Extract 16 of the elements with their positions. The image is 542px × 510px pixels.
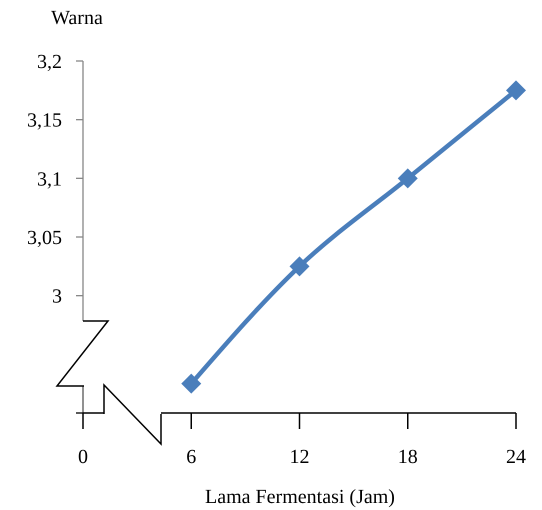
point <box>398 168 418 188</box>
y-axis-title: Warna <box>51 7 103 29</box>
x-axis-title: Lama Fermentasi (Jam) <box>205 486 395 508</box>
y-tick-label: 3 <box>52 286 62 308</box>
point <box>181 374 202 394</box>
point <box>506 80 526 100</box>
x-tick-label: 18 <box>398 446 418 468</box>
y-tick-label: 3,05 <box>27 227 62 249</box>
point <box>290 256 310 276</box>
x-tick-label: 12 <box>290 446 310 468</box>
x-tick-label: 0 <box>78 446 88 468</box>
y-tick-label: 3,2 <box>37 51 62 73</box>
x-tick-label: 6 <box>186 446 196 468</box>
y-tick-label: 3,15 <box>27 110 62 132</box>
x-tick-label: 24 <box>506 446 526 468</box>
y-tick-label: 3,1 <box>37 168 62 190</box>
